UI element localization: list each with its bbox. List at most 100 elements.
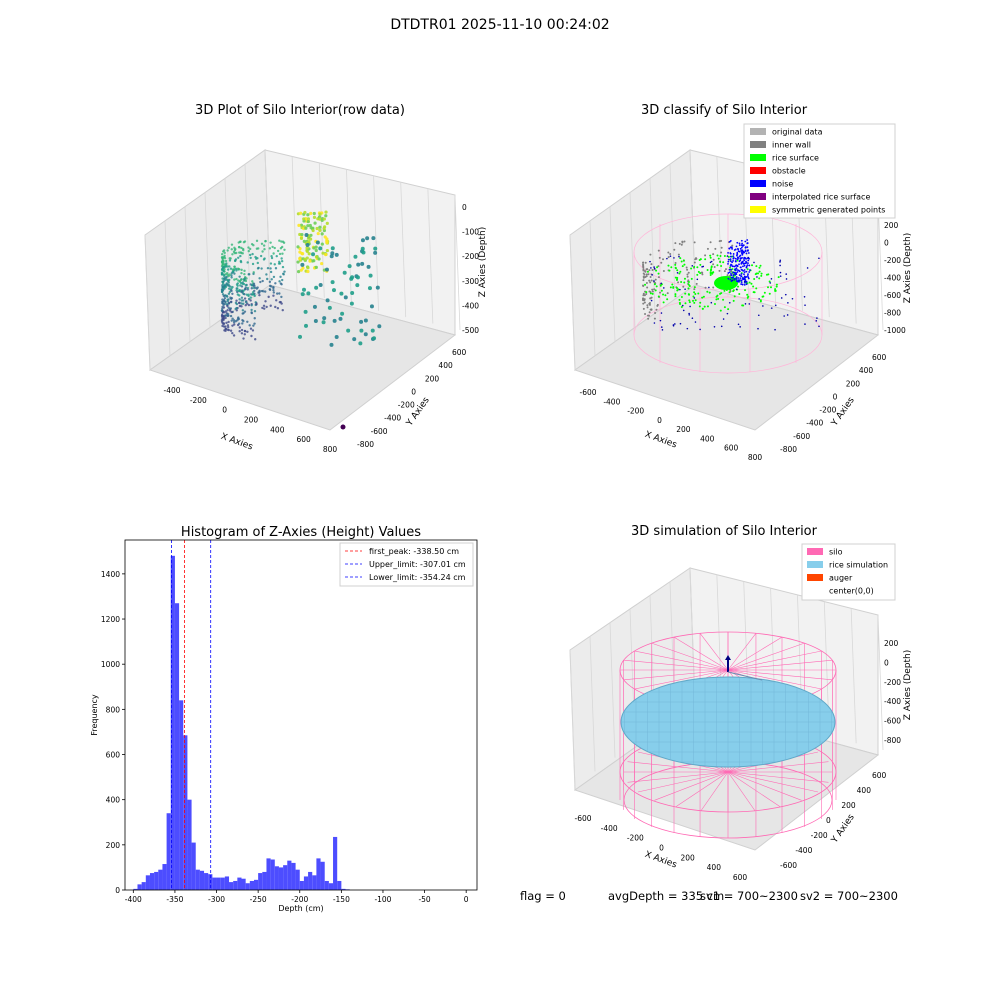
p1-y-tick-label: -800 [357,440,374,449]
legend-swatch [750,128,766,135]
p2-z-tick-label: -200 [884,256,901,265]
p2-x-tick-label: -200 [627,407,644,416]
histogram-bar [208,874,213,890]
histogram-bar [328,883,334,890]
legend-label: symmetric generated points [772,206,885,215]
p1-y-tick-label: 200 [425,374,440,383]
avg-depth-text: avgDepth = 335 cm [608,889,725,903]
p4-y-tick-label: 0 [826,816,831,825]
panel2-legend [743,123,896,219]
p1-z-tick-label: -300 [462,277,479,286]
p4-y-tick-label: -200 [811,831,828,840]
histogram-bar [229,882,234,890]
histogram-bar [333,836,338,890]
legend-label: Lower_limit: -354.24 cm [369,573,466,582]
histogram-bar [166,813,171,890]
p4-z-tick-label: -800 [884,736,901,745]
histogram-bar [266,858,271,890]
p2-y-tick-label: -400 [806,419,823,428]
p2-y-tick-label: -600 [793,432,810,441]
x-tick-label: 0 [464,895,469,904]
legend-label: original data [772,128,823,137]
y-tick-label: 1000 [101,660,120,669]
raw-point-cloud [220,210,382,347]
p2-y-tick-label: 400 [859,366,874,375]
histogram-bar [183,735,188,890]
histogram-bar [220,877,225,890]
p4-z-tick-label: -200 [884,678,901,687]
histogram-bar [216,877,221,890]
legend-swatch [807,561,823,568]
x-tick-label: -150 [333,895,350,904]
legend-label: inner wall [772,141,811,150]
p2-x-tick-label: 200 [676,425,691,434]
p1-z-tick-label: -500 [462,326,479,335]
histogram-title: Histogram of Z-Axies (Height) Values [181,525,421,540]
p4-x-tick-label: 200 [681,853,696,862]
legend-swatch [750,180,766,187]
p1-x-tick-label: 400 [270,425,285,434]
panel1-title: 3D Plot of Silo Interior(row data) [195,103,405,118]
sv1-text: sv1 = 700~2300 [700,889,798,903]
histogram-bar [237,877,242,890]
histogram-bar [204,873,209,890]
flag-text: flag = 0 [520,889,566,903]
histogram-bar [179,700,184,890]
legend-label: center(0,0) [829,587,874,596]
histogram-bar [287,860,292,890]
legend-swatch [750,141,766,148]
histogram-bar [341,888,346,890]
p2-x-tick-label: 800 [748,453,763,462]
histogram-bar [199,870,205,890]
legend-label: rice surface [772,154,819,163]
histogram-bar [195,869,200,890]
histogram-bar [245,883,250,890]
histogram-bar [149,873,155,890]
histogram-bar [291,862,296,890]
histogram-bar [170,555,175,890]
p4-z-tick-label: 0 [884,658,889,667]
p2-z-tick-label: -1000 [884,326,906,335]
histogram-bar [274,866,279,890]
figure-title: DTDTR01 2025-11-10 00:24:02 [390,17,610,33]
y-tick-label: 0 [115,886,120,895]
p4-y-tick-label: -600 [780,861,797,870]
p1-x-tick-label: 0 [222,406,227,415]
p4-z-tick-label: -600 [884,717,901,726]
y-tick-label: 600 [106,751,121,760]
panel4-xlabel: X Axies [643,850,678,871]
p4-z-tick-label: 200 [884,639,899,648]
legend-swatch [750,167,766,174]
panel2-xlabel: X Axies [643,430,678,451]
panel1-xlabel: X Axies [219,432,254,453]
panel2-title: 3D classify of Silo Interior [640,103,808,118]
p4-x-tick-label: 0 [659,844,664,853]
histogram-bar [249,880,254,890]
legend-label: Upper_limit: -307.01 cm [369,560,466,569]
histogram-bar [224,876,230,890]
histogram-bar [212,877,217,890]
histogram-bar [303,876,309,890]
p2-z-tick-label: 0 [884,239,889,248]
p1-z-tick-label: -100 [462,228,479,237]
legend-label: silo [829,548,843,557]
histogram-bar [241,878,246,890]
p1-x-tick-label: 600 [297,435,312,444]
y-tick-label: 800 [106,705,121,714]
legend-swatch [750,193,766,200]
p1-x-tick-label: -400 [163,386,180,395]
p4-y-tick-label: 600 [872,771,887,780]
x-tick-label: -400 [125,895,142,904]
p2-y-tick-label: 0 [833,392,838,401]
x-tick-label: -50 [418,895,430,904]
histogram-bar [337,880,342,890]
legend-label: noise [772,180,793,189]
p2-y-tick-label: 200 [846,379,861,388]
histogram-bar [158,869,163,890]
p2-x-tick-label: 400 [700,434,715,443]
p2-z-tick-label: -600 [884,291,901,300]
p4-z-tick-label: -400 [884,697,901,706]
p1-x-tick-label: 800 [323,445,338,454]
x-tick-label: -350 [166,895,183,904]
